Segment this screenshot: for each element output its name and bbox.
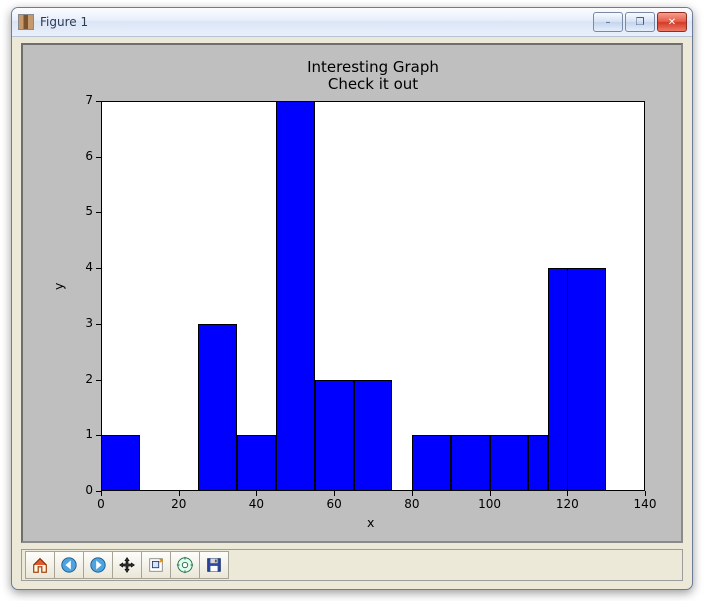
maximize-button[interactable]: ❐: [625, 12, 655, 32]
bar: [528, 435, 547, 491]
figure-window: Figure 1 – ❐ ✕ Interesting Graph Check i…: [11, 7, 693, 590]
x-tick-label: 20: [167, 497, 191, 511]
y-tick-label: 5: [85, 204, 93, 218]
bar: [101, 435, 140, 491]
y-tick-label: 6: [85, 149, 93, 163]
bar: [451, 435, 490, 491]
y-axis-label: y: [51, 283, 66, 290]
bar: [315, 380, 354, 491]
x-axis-label: x: [367, 515, 374, 530]
y-tick-label: 3: [85, 316, 93, 330]
x-tick-label: 0: [89, 497, 113, 511]
minimize-button[interactable]: –: [593, 12, 623, 32]
x-tick-label: 60: [322, 497, 346, 511]
bar: [354, 380, 393, 491]
toolbar: [21, 549, 683, 581]
subplots-button[interactable]: [170, 551, 200, 579]
back-button[interactable]: [54, 551, 84, 579]
figure-canvas: Interesting Graph Check it out x y 02040…: [21, 43, 683, 543]
bar: [490, 435, 529, 491]
window-title: Figure 1: [40, 15, 88, 29]
bar: [276, 101, 315, 491]
x-tick-label: 100: [478, 497, 502, 511]
x-tick-label: 140: [633, 497, 657, 511]
close-button[interactable]: ✕: [657, 12, 687, 32]
forward-button[interactable]: [83, 551, 113, 579]
app-icon: [18, 14, 34, 30]
x-tick-label: 80: [400, 497, 424, 511]
x-tick-label: 120: [555, 497, 579, 511]
pan-button[interactable]: [112, 551, 142, 579]
y-tick-label: 1: [85, 427, 93, 441]
y-tick-label: 2: [85, 372, 93, 386]
zoom-button[interactable]: [141, 551, 171, 579]
bar: [237, 435, 276, 491]
bar: [198, 324, 237, 491]
x-tick-label: 40: [244, 497, 268, 511]
bar: [567, 268, 606, 491]
y-tick-label: 4: [85, 260, 93, 274]
titlebar[interactable]: Figure 1 – ❐ ✕: [12, 8, 692, 37]
y-tick-label: 7: [85, 93, 93, 107]
bar: [412, 435, 451, 491]
save-button[interactable]: [199, 551, 229, 579]
y-tick-label: 0: [85, 483, 93, 497]
chart-title: Interesting Graph Check it out: [101, 59, 645, 94]
home-button[interactable]: [25, 551, 55, 579]
